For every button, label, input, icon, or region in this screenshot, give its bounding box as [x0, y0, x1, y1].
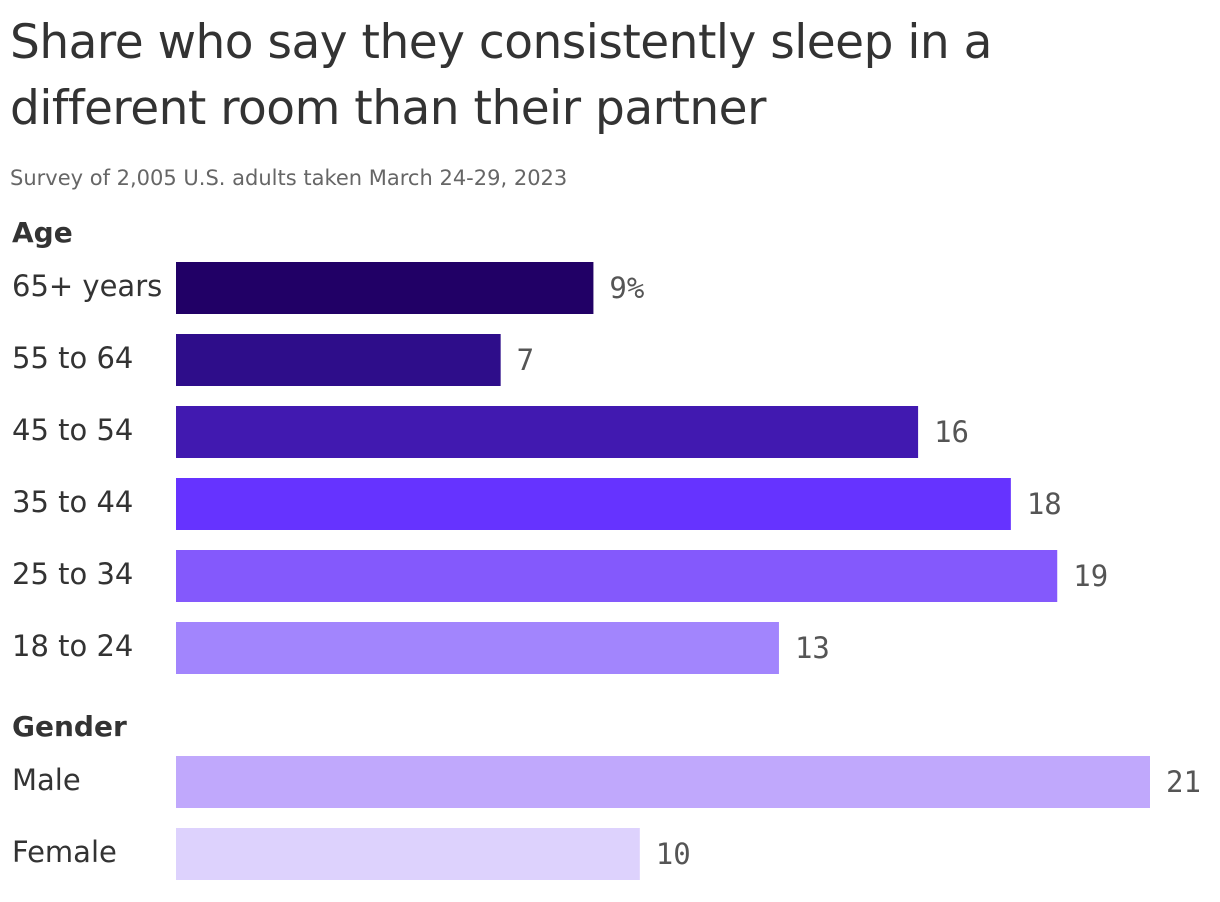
value-label: 13 — [795, 631, 830, 665]
bar — [176, 262, 594, 314]
category-label: 65+ years — [12, 269, 162, 303]
category-label: Male — [12, 763, 81, 797]
bar — [176, 622, 779, 674]
category-label: 55 to 64 — [12, 341, 133, 375]
value-label: 16 — [934, 415, 969, 449]
bar — [176, 478, 1011, 530]
group-header: Gender — [12, 710, 127, 743]
category-label: 18 to 24 — [12, 629, 133, 663]
bar — [176, 756, 1150, 808]
category-label: 45 to 54 — [12, 413, 133, 447]
category-label: 25 to 34 — [12, 557, 133, 591]
category-label: Female — [12, 835, 117, 869]
group-header: Age — [12, 216, 73, 249]
value-label: 18 — [1027, 487, 1062, 521]
bar — [176, 828, 640, 880]
value-label: 7 — [517, 343, 534, 377]
value-label: 9% — [609, 271, 644, 305]
value-label: 21 — [1166, 765, 1201, 799]
bar — [176, 334, 501, 386]
value-label: 10 — [656, 837, 691, 871]
chart-title: Share who say they consistently sleep in… — [10, 15, 992, 136]
bar — [176, 550, 1058, 602]
category-label: 35 to 44 — [12, 485, 133, 519]
value-label: 19 — [1073, 559, 1108, 593]
bar — [176, 406, 919, 458]
chart-subtitle: Survey of 2,005 U.S. adults taken March … — [10, 166, 568, 190]
